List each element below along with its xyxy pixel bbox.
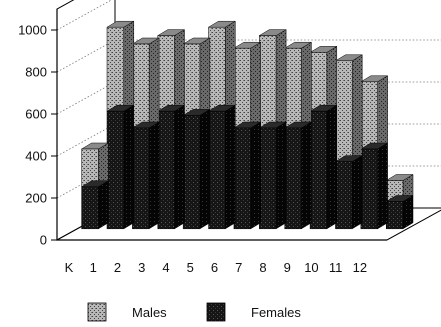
chart-axes — [56, 9, 387, 241]
bar-females-2 — [131, 121, 161, 230]
x-axis-ticks: K 1 2 3 4 5 6 7 8 9 10 11 12 — [65, 260, 367, 275]
legend-females-label: Females — [251, 305, 301, 320]
bar-males-0 — [80, 142, 110, 188]
x-tick-label: 5 — [187, 260, 194, 275]
bar-males-2 — [131, 37, 161, 129]
gridline — [56, 39, 441, 73]
x-tick-label: 6 — [211, 260, 218, 275]
gridline — [56, 81, 441, 115]
bar-males-1 — [106, 20, 135, 112]
bar-males-10 — [334, 54, 364, 163]
bar-females-5 — [207, 104, 237, 230]
bar-males-5 — [207, 20, 237, 112]
gridline — [56, 0, 113, 31]
y-tick-label: 0 — [40, 233, 47, 248]
y-tick-label: 1000 — [18, 23, 47, 38]
y-tick-label: 200 — [25, 191, 47, 206]
bar-males-9 — [309, 45, 338, 112]
x-tick-label: 3 — [138, 260, 145, 275]
bar-females-9 — [309, 104, 338, 230]
bar-females-10 — [334, 155, 364, 230]
legend-males-swatch — [87, 302, 107, 322]
bar-females-6 — [232, 121, 262, 230]
x-tick-label: 12 — [353, 260, 367, 275]
bar-males-4 — [182, 37, 211, 116]
x-tick-label: 4 — [162, 260, 169, 275]
y-axis-ticks: 0 200 400 600 800 1000 — [18, 23, 57, 248]
bar-females-4 — [182, 108, 211, 230]
bar-females-11 — [359, 142, 389, 230]
bar-females-1 — [106, 104, 135, 230]
bar-females-12 — [385, 195, 414, 230]
x-tick-label: 10 — [304, 260, 318, 275]
x-tick-label: 8 — [259, 260, 266, 275]
x-tick-label: 2 — [114, 260, 121, 275]
bar-males-3 — [156, 29, 186, 112]
y-tick-label: 600 — [25, 107, 47, 122]
bar-males-11 — [359, 75, 389, 150]
bar-females-8 — [283, 121, 313, 230]
x-tick-label: K — [65, 260, 74, 275]
x-tick-label: 1 — [90, 260, 97, 275]
y-tick-label: 400 — [25, 149, 47, 164]
bar-males-8 — [283, 41, 313, 129]
legend-females: Females — [206, 302, 301, 322]
chart-legend: Males Females — [87, 302, 301, 322]
x-tick-label: 9 — [284, 260, 291, 275]
bar-females-3 — [156, 104, 186, 230]
bar-females-0 — [80, 180, 110, 230]
x-tick-label: 7 — [235, 260, 242, 275]
chart-bars — [80, 20, 414, 230]
chart-gridlines — [56, 0, 441, 199]
gridline — [56, 165, 441, 199]
bar-females-7 — [258, 121, 288, 230]
x-tick-label: 11 — [329, 260, 343, 275]
y-tick-label: 800 — [25, 65, 47, 80]
legend-males: Males — [87, 302, 167, 322]
bar-males-7 — [258, 29, 288, 129]
legend-females-swatch — [206, 302, 226, 322]
bar-males-6 — [232, 41, 262, 129]
gridline — [56, 123, 441, 157]
legend-males-label: Males — [132, 305, 167, 320]
